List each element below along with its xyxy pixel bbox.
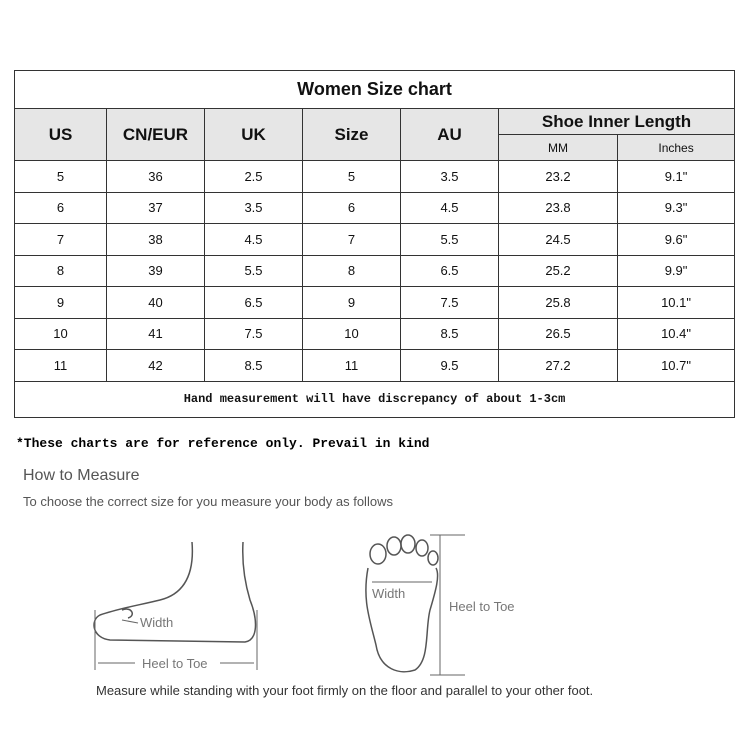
table-cell: 37 (106, 191, 205, 224)
table-cell: 9 (302, 286, 401, 319)
side-foot-icon (93, 541, 257, 643)
foot-measure-illustration: Width Heel to Toe Width Heel to Toe (93, 534, 515, 676)
top-width-label: Width (372, 586, 405, 601)
table-cell: 7.5 (400, 286, 499, 319)
table-cell: 26.5 (498, 317, 618, 350)
measure-subtitle: To choose the correct size for you measu… (23, 494, 393, 509)
table-cell: 40 (106, 286, 205, 319)
table-row: 7 38 4.5 7 5.5 24.5 9.6" (14, 223, 736, 256)
table-cell: 4.5 (204, 223, 303, 256)
table-cell: 36 (106, 160, 205, 193)
table-row: 6 37 3.5 6 4.5 23.8 9.3" (14, 191, 736, 224)
table-cell: 23.2 (498, 160, 618, 193)
table-cell: 7 (14, 223, 107, 256)
table-row: 5 36 2.5 5 3.5 23.2 9.1" (14, 160, 736, 193)
table-cell: 4.5 (400, 191, 499, 224)
table-cell: 25.2 (498, 254, 618, 287)
table-cell: 38 (106, 223, 205, 256)
table-cell: 7.5 (204, 317, 303, 350)
table-cell: 39 (106, 254, 205, 287)
table-row: 8 39 5.5 8 6.5 25.2 9.9" (14, 254, 736, 287)
table-cell: 8.5 (400, 317, 499, 350)
table-cell: 9.6" (616, 223, 736, 256)
table-cell: 42 (106, 349, 205, 382)
table-cell: 3.5 (204, 191, 303, 224)
table-cell: 6 (14, 191, 107, 224)
table-cell: 10 (302, 317, 401, 350)
table-cell: 5 (302, 160, 401, 193)
header-size: Size (302, 108, 401, 161)
table-cell: 2.5 (204, 160, 303, 193)
table-row: 11 42 8.5 11 9.5 27.2 10.7" (14, 349, 736, 382)
header-shoe-inner-length: Shoe Inner Length (497, 108, 736, 135)
chart-footer: Hand measurement will have discrepancy o… (13, 380, 736, 418)
side-width-label: Width (140, 615, 173, 630)
table-cell: 8 (302, 254, 401, 287)
table-cell: 6.5 (204, 286, 303, 319)
top-length-label: Heel to Toe (449, 599, 515, 614)
reference-note: *These charts are for reference only. Pr… (16, 436, 430, 451)
table-row: 9 40 6.5 9 7.5 25.8 10.1" (14, 286, 736, 319)
table-cell: 3.5 (400, 160, 499, 193)
table-cell: 25.8 (498, 286, 618, 319)
table-cell: 24.5 (498, 223, 618, 256)
table-cell: 9 (14, 286, 107, 319)
table-cell: 9.9" (616, 254, 736, 287)
table-cell: 41 (106, 317, 205, 350)
header-cn-eur: CN/EUR (106, 108, 205, 161)
side-length-label: Heel to Toe (142, 656, 208, 671)
header-mm: MM (498, 134, 618, 161)
header-au: AU (400, 108, 499, 161)
table-cell: 10 (14, 317, 107, 350)
table-row: 10 41 7.5 10 8.5 26.5 10.4" (14, 317, 736, 350)
table-cell: 8.5 (204, 349, 303, 382)
table-cell: 10.7" (616, 349, 736, 382)
table-cell: 7 (302, 223, 401, 256)
chart-title: Women Size chart (13, 70, 736, 109)
top-foot-icon (365, 534, 439, 673)
measure-caption: Measure while standing with your foot fi… (96, 683, 594, 698)
table-cell: 11 (302, 349, 401, 382)
header-inches: Inches (616, 134, 736, 161)
table-cell: 23.8 (498, 191, 618, 224)
table-cell: 9.1" (616, 160, 736, 193)
table-cell: 5 (14, 160, 107, 193)
size-chart-table: Women Size chart US CN/EUR UK Size AU Sh… (13, 70, 736, 418)
table-cell: 9.3" (616, 191, 736, 224)
table-cell: 6.5 (400, 254, 499, 287)
table-cell: 11 (14, 349, 107, 382)
table-cell: 5.5 (400, 223, 499, 256)
table-cell: 9.5 (400, 349, 499, 382)
table-cell: 5.5 (204, 254, 303, 287)
table-cell: 27.2 (498, 349, 618, 382)
table-cell: 10.4" (616, 317, 736, 350)
header-uk: UK (204, 108, 303, 161)
header-us: US (14, 108, 107, 161)
table-cell: 8 (14, 254, 107, 287)
table-cell: 10.1" (616, 286, 736, 319)
measure-title: How to Measure (23, 467, 140, 484)
table-cell: 6 (302, 191, 401, 224)
